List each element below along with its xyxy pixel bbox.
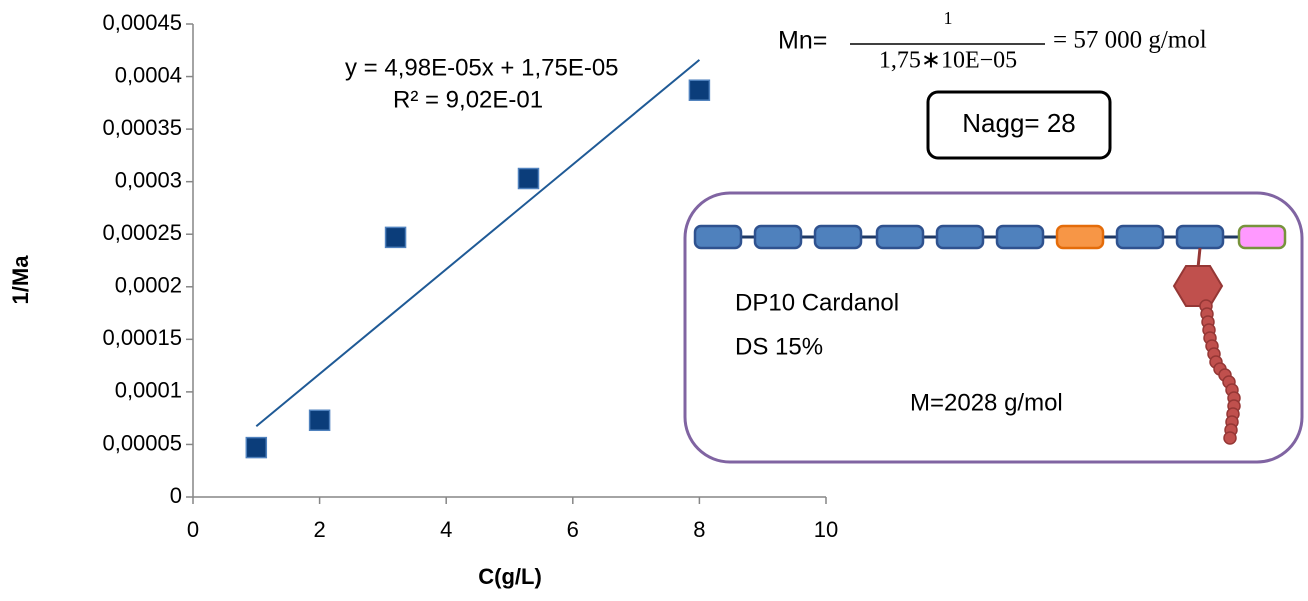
- y-tick-label: 0,0003: [115, 167, 182, 192]
- y-tick-label: 0,00015: [102, 325, 182, 350]
- trendline: [255, 59, 701, 428]
- ds-label: DS 15%: [735, 333, 823, 360]
- monomer: [693, 224, 743, 250]
- point: [688, 79, 711, 101]
- y-tick-label: 0,0002: [115, 273, 182, 298]
- mn-denominator: 1,75∗10E−05: [879, 48, 1017, 74]
- diagram-frame: [683, 191, 1304, 464]
- mn-result: = 57 000 g/mol: [1053, 27, 1207, 54]
- y-axis-label: 1/Ma: [8, 255, 33, 305]
- trend-equation: y = 4,98E-05x + 1,75E-05: [345, 54, 619, 81]
- y-tick-label: 0,00035: [102, 115, 182, 140]
- x-axis-label: C(g/L): [478, 564, 542, 589]
- x-tick-label: 10: [814, 517, 838, 542]
- alkyl-bead: [1223, 431, 1237, 445]
- x-tick-label: 6: [567, 517, 579, 542]
- y-tick-label: 0,00045: [102, 10, 182, 35]
- y-tick-label: 0,0004: [115, 62, 182, 87]
- side-link: [1196, 247, 1202, 269]
- point: [308, 409, 331, 432]
- mn-numerator: 1: [944, 8, 953, 28]
- mass-label: M=2028 g/mol: [910, 389, 1063, 416]
- y-tick-label: 0,00025: [102, 220, 182, 245]
- y-tick-label: 0: [170, 483, 182, 508]
- x-tick-label: 4: [440, 517, 452, 542]
- monomer: [1237, 224, 1287, 250]
- monomer: [753, 224, 803, 250]
- monomer: [1175, 224, 1225, 250]
- trend-r2: R² = 9,02E-01: [393, 86, 543, 113]
- monomer: [935, 224, 985, 250]
- x-tick-label: 0: [187, 517, 199, 542]
- y-tick-label: 0,00005: [102, 430, 182, 455]
- point: [245, 436, 268, 459]
- monomer: [1115, 224, 1165, 250]
- x-tick-label: 8: [693, 517, 705, 542]
- point: [384, 226, 407, 249]
- monomer: [875, 224, 925, 250]
- nagg: Nagg= 28: [962, 108, 1075, 138]
- monomer: [813, 224, 863, 250]
- monomer: [1055, 224, 1105, 250]
- point: [517, 167, 540, 190]
- monomer: [995, 224, 1045, 250]
- x-tick-label: 2: [313, 517, 325, 542]
- polymer-chain: [693, 224, 1287, 445]
- mn-prefix: Mn=: [778, 27, 827, 55]
- polymer-label: DP10 Cardanol: [735, 289, 899, 316]
- y-tick-label: 0,0001: [115, 378, 182, 403]
- nagg-box: [926, 90, 1112, 160]
